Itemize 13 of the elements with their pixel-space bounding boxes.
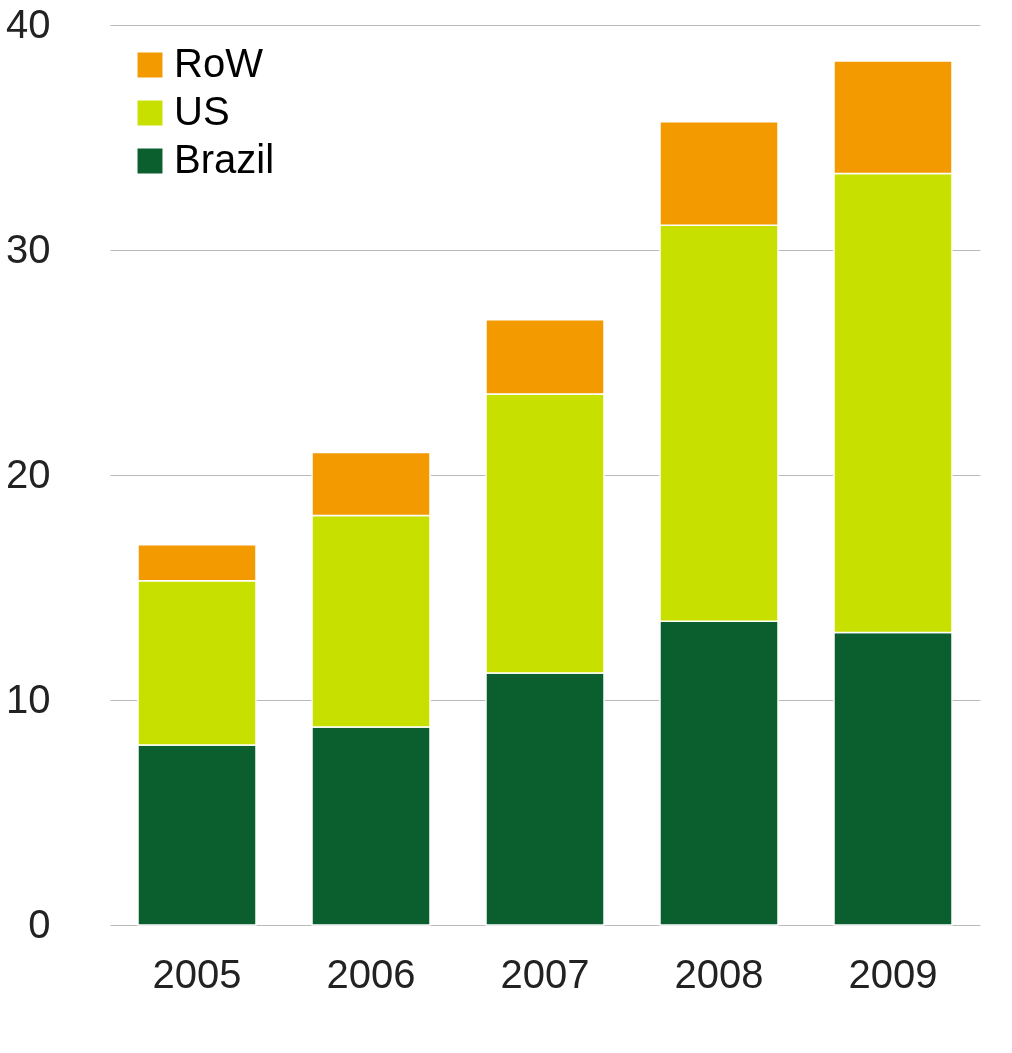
- y-tick-label: 20: [6, 451, 51, 496]
- x-tick-label: 2008: [674, 951, 764, 996]
- x-tick-label: 2009: [848, 951, 938, 996]
- x-tick-label: 2005: [152, 951, 242, 996]
- y-tick-label: 40: [6, 1, 51, 46]
- y-tick-label: 0: [28, 901, 51, 946]
- legend-label: US: [174, 89, 230, 133]
- y-tick-label: 10: [6, 676, 51, 721]
- x-tick-label: 2007: [500, 951, 590, 996]
- legend-label: RoW: [174, 41, 264, 85]
- y-tick-label: 30: [6, 226, 51, 271]
- legend-label: Brazil: [174, 137, 275, 181]
- x-tick-label: 2006: [326, 951, 416, 996]
